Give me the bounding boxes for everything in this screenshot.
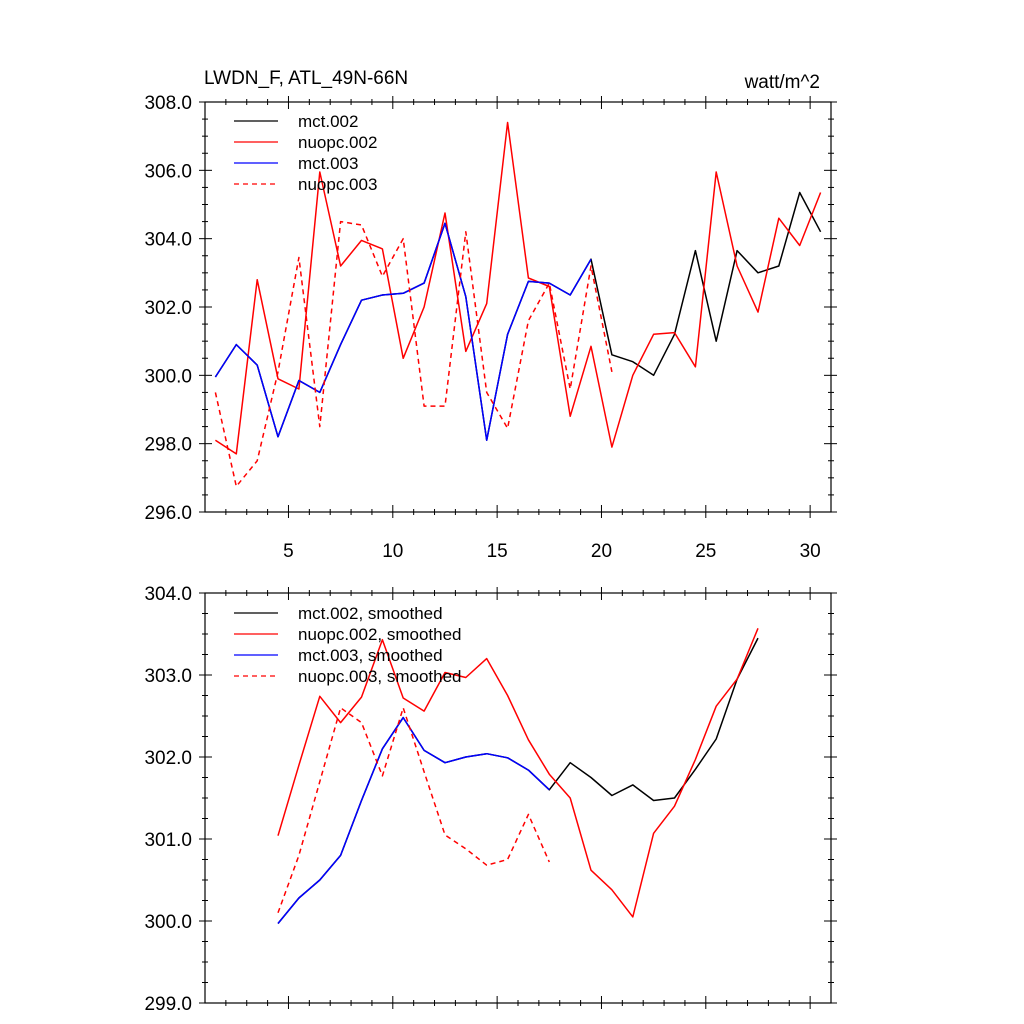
top-x-tick-labels: 5 10 15 20 25 30: [283, 541, 821, 562]
top-y-tick-label: 308.0: [144, 93, 192, 114]
top-y-tick-label: 302.0: [144, 298, 192, 319]
top-series-line-mct-003: [214, 222, 592, 441]
legend-label-mct-002: mct.002: [298, 112, 358, 131]
top-y-tick-label: 306.0: [144, 161, 192, 182]
bottom-y-tick-label: 303.0: [144, 666, 192, 687]
top-y-tick-label: 296.0: [144, 503, 192, 524]
top-x-tick-label: 5: [283, 541, 294, 562]
units-label: watt/m^2: [744, 72, 820, 93]
legend-label-mct-003-smoothed: mct.003, smoothed: [298, 646, 443, 665]
bottom-y-tick-label: 304.0: [144, 584, 192, 605]
top-y-tick-labels: 296.0 298.0 300.0 302.0 304.0 306.0 308.0: [144, 93, 192, 524]
bottom-panel: 299.0 300.0 301.0 302.0 303.0 304.0 mct.002, …: [144, 584, 837, 1015]
top-x-tick-label: 20: [591, 541, 612, 562]
top-x-tick-label: 15: [487, 541, 508, 562]
bottom-y-tick-labels: 299.0 300.0 301.0 302.0 303.0 304.0: [144, 584, 192, 1015]
bottom-series-lines: [277, 628, 759, 924]
bottom-series-line-nuopc-003-smoothed: [277, 707, 550, 914]
top-y-tick-label: 304.0: [144, 230, 192, 251]
bottom-legend: mct.002, smoothed nuopc.002, smoothed mc…: [234, 604, 462, 686]
top-y-tick-label: 300.0: [144, 366, 192, 387]
top-y-tick-label: 298.0: [144, 435, 192, 456]
bottom-y-tick-label: 299.0: [144, 994, 192, 1015]
top-legend: mct.002 nuopc.002 mct.003 nuopc.003: [234, 112, 377, 194]
legend-label-nuopc-003-smoothed: nuopc.003, smoothed: [298, 667, 462, 686]
top-x-tick-label: 10: [382, 541, 403, 562]
top-series-lines: [214, 121, 822, 488]
top-panel: LWDN_F, ATL_49N-66N watt/m^2 296.0 298.0 3…: [144, 68, 837, 562]
bottom-y-tick-label: 302.0: [144, 748, 192, 769]
legend-label-mct-002-smoothed: mct.002, smoothed: [298, 604, 443, 623]
legend-label-nuopc-003: nuopc.003: [298, 175, 377, 194]
bottom-y-tick-label: 300.0: [144, 912, 192, 933]
chart-title: LWDN_F, ATL_49N-66N: [204, 68, 408, 89]
legend-label-nuopc-002: nuopc.002: [298, 133, 377, 152]
bottom-series-line-mct-003-smoothed: [277, 716, 550, 924]
bottom-y-tick-label: 301.0: [144, 830, 192, 851]
legend-label-nuopc-002-smoothed: nuopc.002, smoothed: [298, 625, 462, 644]
top-x-tick-label: 30: [800, 541, 821, 562]
bottom-plot-frame: [204, 592, 832, 1004]
top-series-line-nuopc-002: [214, 121, 822, 455]
top-plot-frame: [204, 101, 832, 513]
top-x-tick-label: 25: [695, 541, 716, 562]
legend-label-mct-003: mct.003: [298, 154, 358, 173]
bottom-series-line-nuopc-002-smoothed: [277, 628, 759, 918]
